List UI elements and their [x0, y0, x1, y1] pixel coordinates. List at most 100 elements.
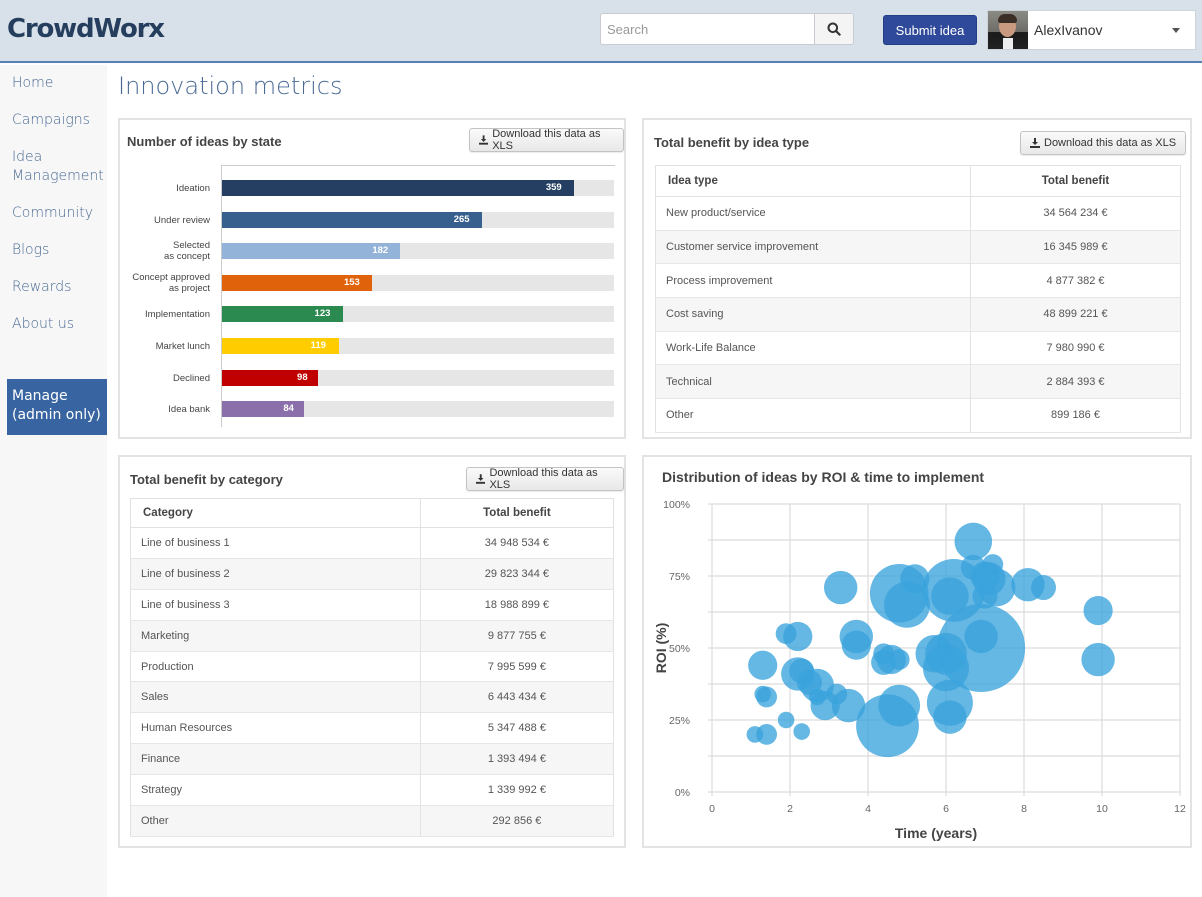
- bar[interactable]: [222, 401, 305, 418]
- search-icon: [827, 22, 841, 36]
- search-input[interactable]: [601, 14, 814, 44]
- column-header[interactable]: Total benefit: [970, 165, 1181, 197]
- table-header-row: Category Total benefit: [130, 498, 615, 528]
- bubble[interactable]: [933, 700, 967, 734]
- bubble[interactable]: [931, 577, 969, 615]
- bar-track: 119: [222, 338, 614, 354]
- y-tick-label: 75%: [669, 571, 690, 583]
- ideas-by-state-panel: Number of ideas by state Download this d…: [118, 118, 626, 439]
- manage-admin-button[interactable]: Manage (admin only): [7, 379, 107, 435]
- row-label: Human Resources: [130, 712, 421, 745]
- bar-chart: Ideation 359 Under review 265 Selected as con…: [120, 120, 624, 437]
- bar-label: Implementation: [145, 309, 210, 321]
- bar[interactable]: [222, 338, 339, 354]
- bar-label: Under review: [154, 214, 210, 226]
- benefit-by-category-panel: Total benefit by category Download this …: [118, 455, 626, 848]
- row-value: 9 877 755 €: [420, 620, 615, 652]
- sidebar-item-blogs[interactable]: Blogs: [12, 242, 50, 258]
- download-xls-button[interactable]: Download this data as XLS: [466, 467, 624, 491]
- bar-value-label: 98: [297, 371, 308, 383]
- sidebar-item-idea-management[interactable]: Idea Management: [12, 149, 104, 184]
- x-tick-label: 10: [1096, 803, 1108, 815]
- sidebar-item-about-us[interactable]: About us: [12, 316, 75, 332]
- logo[interactable]: CrowdWorx: [7, 14, 165, 44]
- row-value: 1 393 494 €: [420, 743, 615, 776]
- chart-title: Distribution of ideas by ROI & time to i…: [662, 469, 985, 485]
- bubble[interactable]: [777, 711, 795, 729]
- bubble[interactable]: [831, 688, 866, 723]
- row-value: 29 823 344 €: [420, 558, 615, 590]
- sidebar-item-rewards[interactable]: Rewards: [12, 279, 72, 295]
- bubble[interactable]: [1081, 642, 1115, 677]
- row-value: 34 948 534 €: [420, 527, 615, 559]
- download-icon: [476, 474, 486, 484]
- download-label: Download this data as XLS: [492, 128, 601, 152]
- bubble[interactable]: [841, 630, 871, 660]
- search-button[interactable]: [814, 14, 853, 44]
- row-value: 34 564 234 €: [970, 196, 1181, 231]
- sidebar-item-home[interactable]: Home: [12, 75, 54, 91]
- download-xls-button[interactable]: Download this data as XLS: [469, 128, 624, 152]
- row-label: Customer service improvement: [655, 230, 971, 265]
- bubble[interactable]: [954, 522, 993, 561]
- bar[interactable]: [222, 306, 343, 323]
- table-row: Line of business 1 34 948 534 €: [130, 527, 615, 559]
- row-label: Other: [130, 805, 421, 837]
- column-header[interactable]: Total benefit: [420, 498, 615, 528]
- bar-axis: [221, 165, 222, 427]
- bar-label: Concept approved as project: [132, 271, 210, 294]
- bubble[interactable]: [783, 621, 813, 652]
- table-row: Sales 6 443 434 €: [130, 681, 615, 714]
- download-icon: [1030, 138, 1040, 148]
- bubble[interactable]: [964, 619, 998, 654]
- bar[interactable]: [222, 211, 482, 228]
- bar-track: 153: [222, 274, 614, 291]
- table-row: Marketing 9 877 755 €: [130, 620, 615, 652]
- bar-value-label: 359: [545, 182, 562, 193]
- bubble[interactable]: [748, 650, 778, 680]
- bar[interactable]: [222, 274, 372, 291]
- bubble[interactable]: [793, 723, 810, 740]
- bubble[interactable]: [756, 724, 777, 745]
- submit-idea-button[interactable]: Submit idea: [883, 15, 977, 45]
- sidebar-item-campaigns[interactable]: Campaigns: [12, 112, 90, 128]
- bubble[interactable]: [884, 581, 930, 628]
- bubble[interactable]: [888, 649, 910, 670]
- bar-value-label: 182: [372, 245, 389, 257]
- table-row: New product/service 34 564 234 €: [655, 196, 1181, 231]
- row-value: 2 884 393 €: [970, 364, 1181, 400]
- bubble[interactable]: [1031, 575, 1056, 601]
- bar[interactable]: [222, 243, 401, 260]
- bubble[interactable]: [1083, 595, 1113, 626]
- bubble[interactable]: [856, 694, 919, 758]
- column-header[interactable]: Category: [130, 498, 421, 528]
- download-xls-button[interactable]: Download this data as XLS: [1020, 131, 1187, 155]
- bar-value-label: 119: [310, 340, 326, 351]
- page-title: Innovation metrics: [118, 72, 343, 100]
- bar[interactable]: [222, 369, 319, 386]
- sidebar-item-community[interactable]: Community: [12, 205, 94, 221]
- table-row: Human Resources 5 347 488 €: [130, 712, 615, 745]
- bubble[interactable]: [824, 570, 858, 605]
- bar-value-label: 123: [314, 308, 331, 320]
- table-row: Other 899 186 €: [655, 398, 1181, 433]
- bar-track: 265: [222, 211, 614, 228]
- bar-value-label: 265: [453, 213, 470, 225]
- row-label: Marketing: [130, 620, 421, 652]
- search-box: [600, 13, 854, 45]
- user-menu[interactable]: AlexIvanov: [987, 10, 1196, 50]
- roi-bubble-panel: Distribution of ideas by ROI & time to i…: [642, 455, 1192, 848]
- bar[interactable]: [222, 180, 574, 196]
- row-value: 292 856 €: [420, 805, 615, 837]
- download-label: Download this data as XLS: [1044, 137, 1177, 149]
- row-value: 7 980 990 €: [970, 331, 1181, 366]
- column-header[interactable]: Idea type: [655, 165, 971, 197]
- table-row: Line of business 3 18 988 899 €: [130, 589, 615, 621]
- row-label: Sales: [130, 681, 421, 714]
- bubble[interactable]: [810, 691, 840, 721]
- bar-track: 182: [222, 243, 614, 260]
- row-label: Cost saving: [655, 297, 971, 332]
- bubble[interactable]: [756, 686, 777, 708]
- x-tick-label: 6: [943, 803, 949, 815]
- bubble[interactable]: [923, 645, 969, 692]
